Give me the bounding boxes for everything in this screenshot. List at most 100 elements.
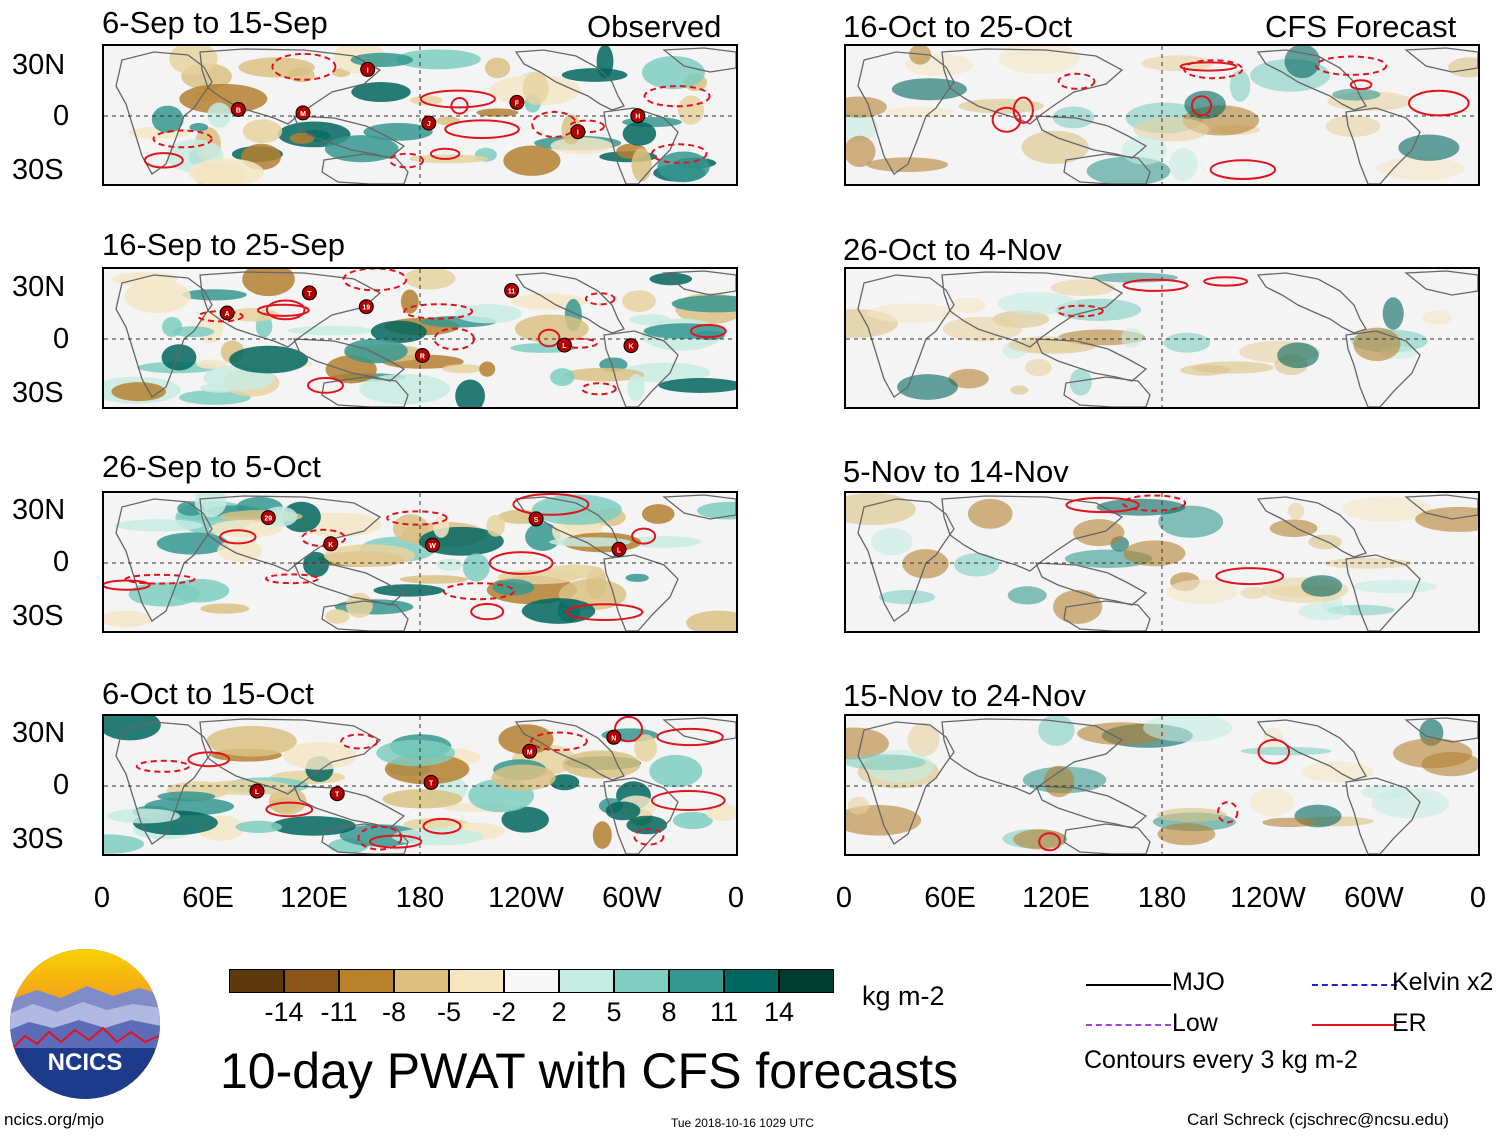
panel-title-fc4: 15-Nov to 24-Nov: [843, 678, 1086, 713]
storm-label: T: [429, 780, 434, 787]
storm-label: T: [335, 792, 340, 799]
storm-label: 29: [264, 516, 272, 523]
colorbar-swatch: [394, 969, 449, 993]
storm-marker: 19: [358, 299, 374, 315]
storm-marker: A: [219, 305, 235, 321]
map-canvas: 29 K W S L: [104, 493, 736, 631]
storm-label: T: [307, 291, 312, 298]
lat-label-30n: 30N: [12, 271, 66, 303]
storm-marker: N: [606, 729, 622, 745]
storm-marker: F: [509, 94, 525, 110]
colorbar-label: 11: [709, 997, 739, 1027]
storm-marker: T: [329, 786, 345, 802]
storm-label: 11: [508, 288, 516, 295]
colorbar-label: 14: [763, 997, 795, 1027]
colorbar-swatch: [449, 969, 504, 993]
legend-line-mjo: [1086, 984, 1171, 986]
map-canvas: B M I J F I H: [104, 46, 736, 184]
colorbar-label: -8: [381, 997, 407, 1027]
storm-marker: M: [522, 743, 538, 759]
map-canvas: [846, 716, 1478, 854]
map-canvas: [846, 269, 1478, 407]
storm-marker: H: [630, 108, 646, 124]
legend-label-kelvin: Kelvin x2: [1392, 968, 1494, 996]
footer-timestamp: Tue 2018-10-16 1029 UTC: [671, 1116, 814, 1130]
footer-author: Carl Schreck (cjschrec@ncsu.edu): [1187, 1110, 1449, 1129]
storm-label: J: [427, 121, 431, 128]
lon-label: 60E: [182, 882, 234, 914]
storm-label: I: [367, 67, 369, 74]
lat-label-eq: 0: [53, 323, 70, 355]
panel-title-obs2: 16-Sep to 25-Sep: [102, 227, 346, 262]
lon-label: 0: [1469, 882, 1487, 914]
storm-marker: B: [230, 102, 246, 117]
lon-label: 60W: [1344, 882, 1404, 914]
colorbar-swatch: [559, 969, 614, 993]
legend-line-kelvin: [1312, 984, 1397, 986]
legend-label-er: ER: [1392, 1009, 1427, 1037]
colorbar-swatch: [284, 969, 339, 993]
storm-marker: W: [425, 537, 440, 553]
lat-label-30n: 30N: [12, 494, 66, 526]
map-canvas: A T 19 R 11 L K: [104, 269, 736, 407]
panel-title-obs4: 6-Oct to 15-Oct: [102, 676, 314, 711]
lon-label: 0: [727, 882, 745, 914]
storm-marker: R: [414, 348, 430, 363]
storm-label: S: [534, 517, 539, 524]
colorbar-label: 2: [551, 997, 567, 1027]
legend-label-low: Low: [1172, 1009, 1218, 1037]
colorbar-swatch: [669, 969, 724, 993]
observed-label: Observed: [587, 9, 722, 44]
storm-marker: J: [421, 115, 437, 131]
lat-label-30s: 30S: [12, 377, 64, 409]
colorbar-label: 8: [661, 997, 677, 1027]
panel-title-fc1: 16-Oct to 25-Oct: [843, 9, 1073, 44]
map-panel-obs3: 29 K W S L: [102, 491, 738, 633]
ncics-logo: NCICS: [9, 948, 161, 1100]
storm-label: W: [429, 543, 436, 550]
lat-label-eq: 0: [53, 546, 70, 578]
colorbar-label: -11: [320, 997, 358, 1027]
storm-marker: 11: [504, 282, 520, 298]
storm-label: R: [420, 354, 425, 361]
colorbar-swatch: [779, 969, 834, 993]
lon-label: 180: [395, 882, 445, 914]
lon-label: 120W: [488, 882, 564, 914]
legend-label-mjo: MJO: [1172, 968, 1225, 996]
legend-note: Contours every 3 kg m-2: [1084, 1046, 1358, 1074]
colorbar-label: -5: [436, 997, 462, 1027]
storm-label: N: [611, 735, 616, 742]
lat-label-eq: 0: [53, 100, 70, 132]
storm-marker: T: [423, 774, 439, 790]
storm-label: M: [527, 749, 533, 756]
map-panel-fc1: [844, 44, 1480, 186]
lat-label-30s: 30S: [12, 823, 64, 855]
lon-label: 180: [1137, 882, 1187, 914]
map-panel-fc4: [844, 714, 1480, 856]
colorbar-swatch: [504, 969, 559, 993]
storm-label: L: [562, 343, 567, 350]
footer-url[interactable]: ncics.org/mjo: [4, 1110, 105, 1129]
storm-marker: T: [301, 285, 317, 301]
storm-marker: L: [611, 541, 627, 557]
lat-label-30n: 30N: [12, 49, 66, 81]
map-canvas: [846, 493, 1478, 631]
storm-marker: M: [295, 105, 311, 121]
colorbar-swatch: [339, 969, 394, 993]
storm-marker: K: [623, 338, 639, 354]
legend-line-low: [1086, 1024, 1171, 1026]
storm-marker: L: [556, 337, 572, 353]
lat-label-30s: 30S: [12, 600, 64, 632]
storm-label: M: [300, 111, 306, 118]
main-title: 10-day PWAT with CFS forecasts: [220, 1043, 959, 1099]
storm-marker: L: [249, 783, 265, 799]
legend-line-er: [1312, 1024, 1397, 1026]
colorbar-swatch: [614, 969, 669, 993]
colorbar-label: -2: [491, 997, 517, 1027]
storm-label: F: [515, 100, 520, 107]
storm-label: K: [328, 542, 333, 549]
map-panel-obs1: B M I J F I H: [102, 44, 738, 186]
lat-label-30n: 30N: [12, 717, 66, 749]
map-panel-obs2: A T 19 R 11 L K: [102, 267, 738, 409]
panel-title-obs3: 26-Sep to 5-Oct: [102, 449, 321, 484]
